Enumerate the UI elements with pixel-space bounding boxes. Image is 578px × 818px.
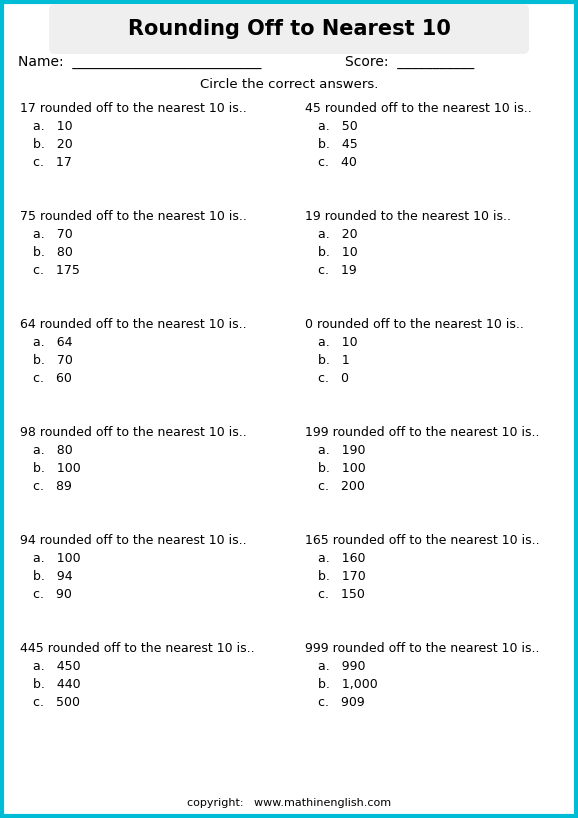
Text: c.   0: c. 0 <box>318 372 349 385</box>
Text: 999 rounded off to the nearest 10 is..: 999 rounded off to the nearest 10 is.. <box>305 642 539 655</box>
Text: a.   990: a. 990 <box>318 660 365 673</box>
Text: 45 rounded off to the nearest 10 is..: 45 rounded off to the nearest 10 is.. <box>305 102 532 115</box>
Text: c.   17: c. 17 <box>33 156 72 169</box>
Text: a.   10: a. 10 <box>318 336 358 349</box>
Text: a.   70: a. 70 <box>33 228 73 241</box>
Text: b.   100: b. 100 <box>33 462 81 475</box>
Text: c.   60: c. 60 <box>33 372 72 385</box>
Text: 98 rounded off to the nearest 10 is..: 98 rounded off to the nearest 10 is.. <box>20 426 247 439</box>
Text: c.   500: c. 500 <box>33 696 80 709</box>
Text: Rounding Off to Nearest 10: Rounding Off to Nearest 10 <box>128 19 450 39</box>
Text: 165 rounded off to the nearest 10 is..: 165 rounded off to the nearest 10 is.. <box>305 534 540 547</box>
Text: copyright:   www.mathinenglish.com: copyright: www.mathinenglish.com <box>187 798 391 808</box>
Text: b.   1: b. 1 <box>318 354 350 367</box>
Text: Circle the correct answers.: Circle the correct answers. <box>200 78 378 91</box>
Text: 64 rounded off to the nearest 10 is..: 64 rounded off to the nearest 10 is.. <box>20 318 247 331</box>
Text: 199 rounded off to the nearest 10 is..: 199 rounded off to the nearest 10 is.. <box>305 426 539 439</box>
Text: b.   45: b. 45 <box>318 138 358 151</box>
Text: a.   80: a. 80 <box>33 444 73 457</box>
Text: Score:  ___________: Score: ___________ <box>345 55 475 69</box>
Text: b.   1,000: b. 1,000 <box>318 678 378 691</box>
Text: 0 rounded off to the nearest 10 is..: 0 rounded off to the nearest 10 is.. <box>305 318 524 331</box>
Text: c.   175: c. 175 <box>33 264 80 277</box>
Text: a.   100: a. 100 <box>33 552 80 565</box>
Text: a.   160: a. 160 <box>318 552 365 565</box>
Text: a.   64: a. 64 <box>33 336 72 349</box>
Text: c.   90: c. 90 <box>33 588 72 601</box>
Text: b.   94: b. 94 <box>33 570 73 583</box>
Text: 17 rounded off to the nearest 10 is..: 17 rounded off to the nearest 10 is.. <box>20 102 247 115</box>
Text: 75 rounded off to the nearest 10 is..: 75 rounded off to the nearest 10 is.. <box>20 210 247 223</box>
Text: c.   89: c. 89 <box>33 480 72 493</box>
Text: a.   450: a. 450 <box>33 660 80 673</box>
Text: 445 rounded off to the nearest 10 is..: 445 rounded off to the nearest 10 is.. <box>20 642 255 655</box>
Text: b.   70: b. 70 <box>33 354 73 367</box>
Text: c.   19: c. 19 <box>318 264 357 277</box>
Text: b.   80: b. 80 <box>33 246 73 259</box>
Text: c.   909: c. 909 <box>318 696 365 709</box>
Text: a.   50: a. 50 <box>318 120 358 133</box>
Text: b.   20: b. 20 <box>33 138 73 151</box>
Text: c.   200: c. 200 <box>318 480 365 493</box>
Text: b.   100: b. 100 <box>318 462 366 475</box>
Text: c.   40: c. 40 <box>318 156 357 169</box>
Text: Name:  ___________________________: Name: ___________________________ <box>18 55 261 69</box>
Text: a.   20: a. 20 <box>318 228 358 241</box>
Text: 94 rounded off to the nearest 10 is..: 94 rounded off to the nearest 10 is.. <box>20 534 247 547</box>
Text: c.   150: c. 150 <box>318 588 365 601</box>
Text: a.   190: a. 190 <box>318 444 365 457</box>
Text: b.   440: b. 440 <box>33 678 80 691</box>
Text: a.   10: a. 10 <box>33 120 73 133</box>
Text: b.   10: b. 10 <box>318 246 358 259</box>
Text: b.   170: b. 170 <box>318 570 366 583</box>
FancyBboxPatch shape <box>49 4 529 54</box>
Text: 19 rounded to the nearest 10 is..: 19 rounded to the nearest 10 is.. <box>305 210 511 223</box>
